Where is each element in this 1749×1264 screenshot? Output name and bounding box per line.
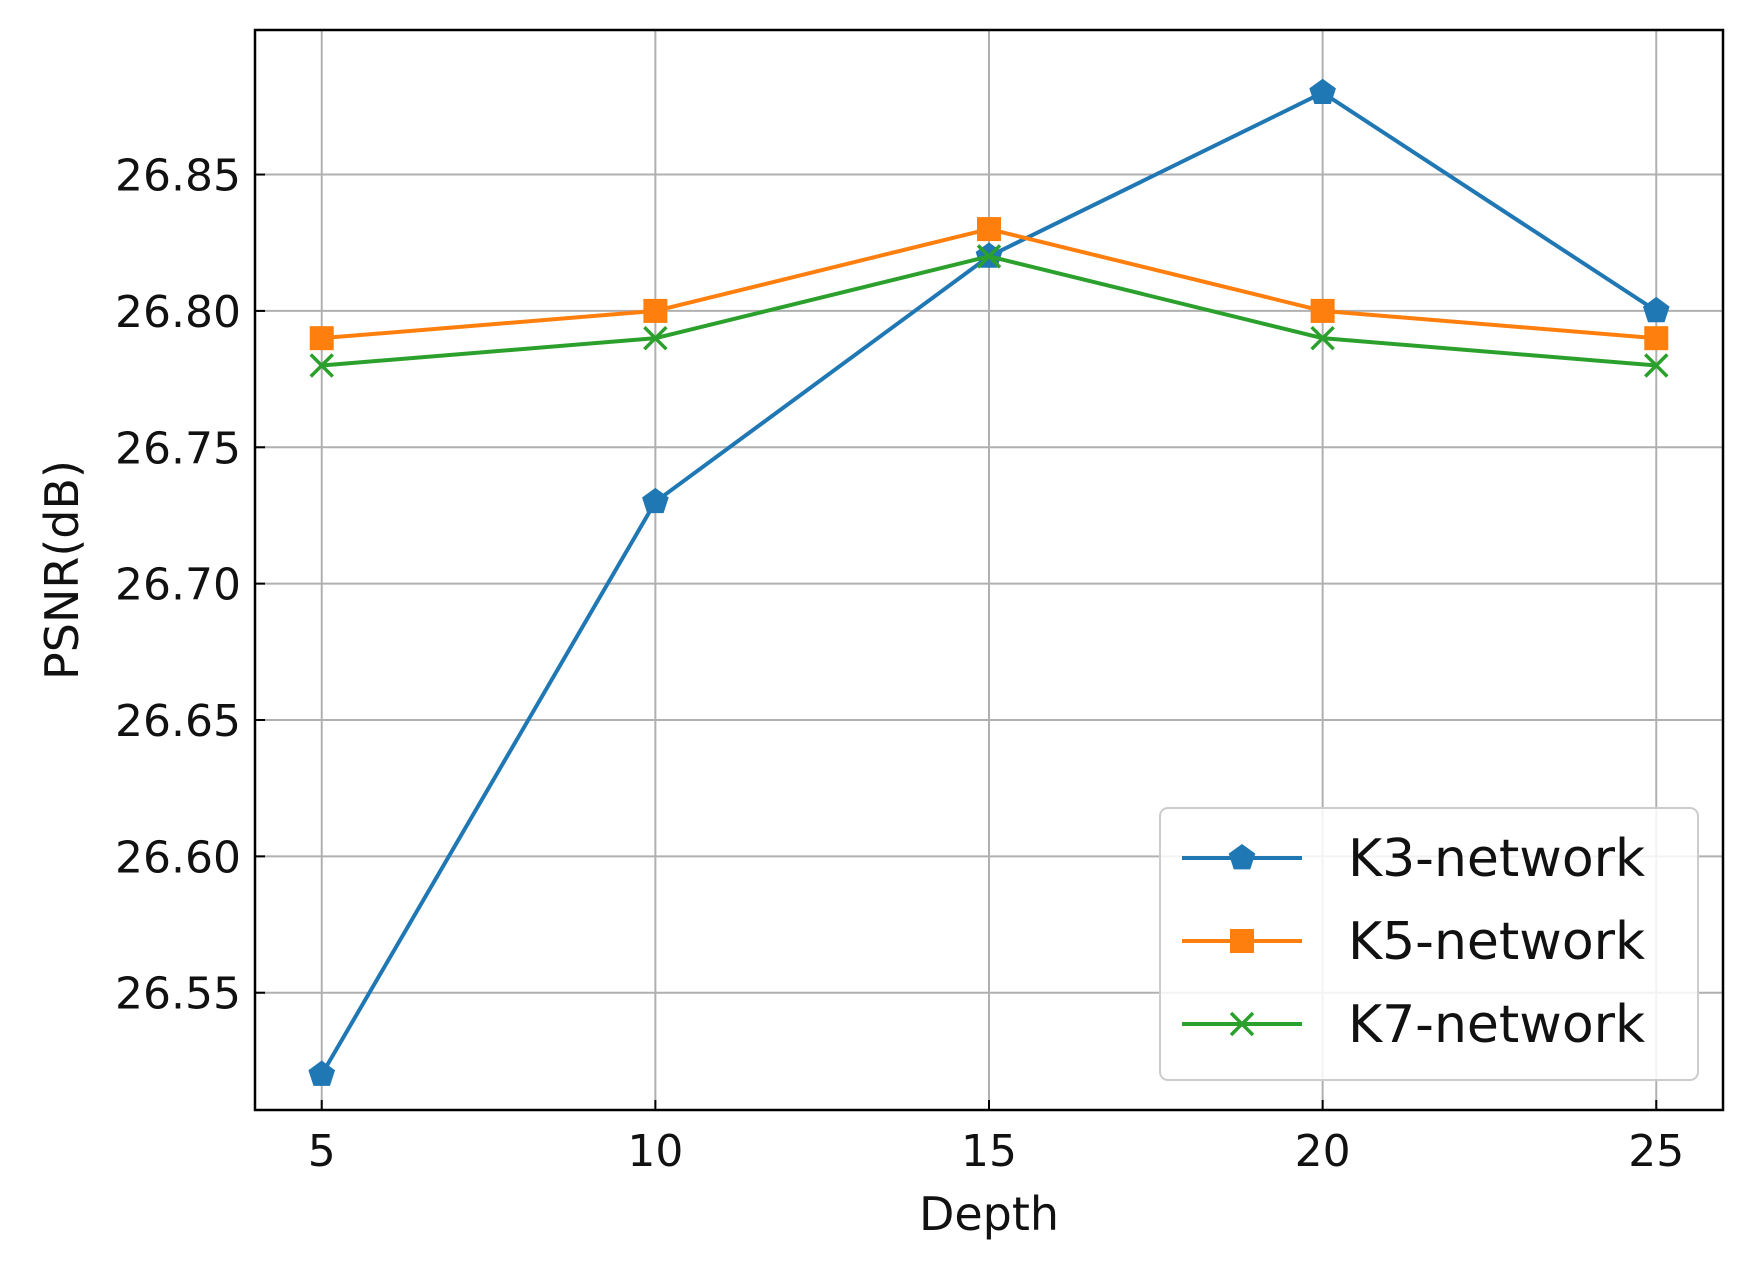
legend: K3-network K5-network K7-network [1159,807,1699,1081]
legend-marker-k3-network [1228,844,1256,870]
series-k5-network [309,217,1669,351]
y-tick-label: 26.55 [115,969,241,1020]
y-tick-label: 26.70 [115,560,241,611]
data-point-k3-network [1309,78,1336,105]
x-axis-title: Depth [919,1187,1059,1241]
legend-label-k7-network: K7-network [1348,995,1645,1055]
data-point-k5-network [309,326,334,351]
data-point-k7-network [1310,325,1335,351]
x-tick-label: 25 [1628,1126,1684,1177]
y-axis-title: PSNR(dB) [35,460,89,680]
data-point-k5-network [1310,298,1335,323]
data-point-k5-network [977,217,1001,242]
data-point-k3-network [308,1060,336,1086]
data-point-k7-network [309,353,334,378]
y-tick-label: 26.80 [115,287,241,338]
axis-ticks: 5 10 15 20 25 26.55 26.60 26.65 26.70 26.75 26.80 2… [115,151,1684,1177]
x-tick-label: 10 [627,1126,683,1177]
data-point-k7-network [1644,353,1669,378]
legend-label-k3-network: K3-network [1348,829,1645,889]
data-point-k7-network [976,244,1002,269]
legend-marker-k5-network [1230,929,1254,953]
data-point-k7-network [643,325,668,351]
x-tick-label: 20 [1295,1126,1351,1177]
data-series [308,78,1670,1086]
y-tick-label: 26.75 [115,423,241,474]
data-point-k5-network [1644,326,1669,351]
data-point-k3-network [1642,296,1670,323]
data-point-k5-network [643,298,668,323]
series-k7-network [309,244,1669,378]
legend-marker-k7-network [1229,1011,1255,1037]
x-tick-label: 5 [308,1126,336,1177]
x-tick-label: 15 [961,1126,1017,1177]
grid [255,30,1723,1110]
y-tick-label: 26.60 [115,832,241,883]
legend-box [1159,807,1699,1081]
y-tick-label: 26.65 [115,696,241,747]
y-tick-label: 26.85 [115,151,241,202]
data-point-k3-network [642,487,669,514]
legend-label-k5-network: K5-network [1348,912,1645,972]
